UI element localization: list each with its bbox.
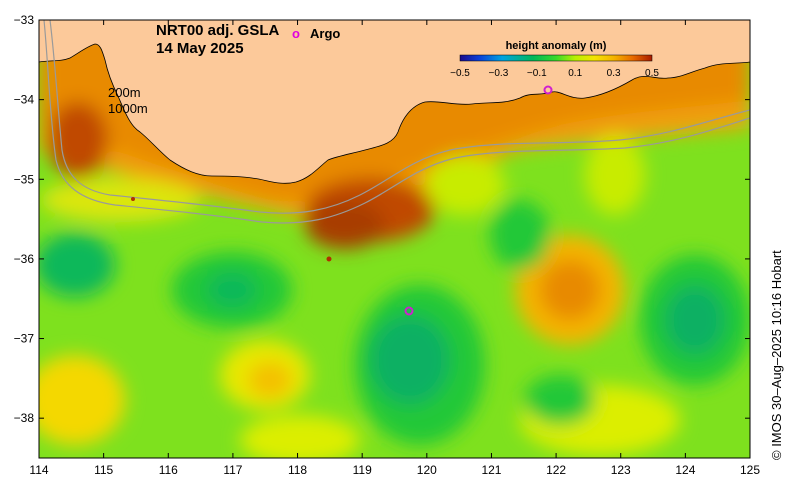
- colorbar-tick-label: −0.3: [489, 68, 509, 79]
- colorbar: height anomaly (m) −0.5 −0.3 −0.1 0.1 0.3 0.5: [450, 40, 659, 79]
- x-tick-label: 121: [481, 463, 501, 477]
- x-tick-label: 115: [94, 463, 113, 477]
- colorbar-label: height anomaly (m): [506, 40, 607, 52]
- x-tick-label: 123: [611, 463, 631, 477]
- y-tick-label: −33: [14, 13, 35, 27]
- plot-frame: [38, 19, 751, 459]
- x-axis: 114 115 116 117 118 119 120 121 122 123 124 125: [29, 20, 760, 477]
- credit-text: © IMOS 30–Aug–2025 10:16 Hobart: [769, 250, 784, 460]
- y-tick-label: −34: [14, 93, 35, 107]
- x-tick-label: 120: [417, 463, 437, 477]
- observation-points: [131, 197, 332, 262]
- x-tick-label: 122: [546, 463, 566, 477]
- y-axis: −33 −34 −35 −36 −37 −38: [14, 13, 750, 425]
- y-tick-label: −36: [14, 252, 35, 266]
- x-tick-label: 114: [29, 463, 48, 477]
- x-tick-label: 124: [675, 463, 695, 477]
- isobath-label-200m: 200m: [108, 85, 141, 100]
- colorbar-tick-label: 0.1: [568, 68, 582, 79]
- colorbar-tick-label: −0.1: [527, 68, 547, 79]
- argo-float: [543, 85, 553, 95]
- colorbar-tick-label: 0.3: [607, 68, 621, 79]
- x-tick-label: 116: [159, 463, 178, 477]
- sea-surface-field: [39, 20, 750, 458]
- x-tick-label: 125: [740, 463, 760, 477]
- isobath-lines: [43, 20, 750, 224]
- y-tick-label: −35: [14, 172, 35, 186]
- x-tick-label: 118: [288, 463, 307, 477]
- y-tick-label: −37: [14, 332, 35, 346]
- map-date: 14 May 2025: [156, 40, 244, 57]
- argo-legend-label: Argo: [310, 26, 340, 41]
- colorbar-tick-label: 0.5: [645, 68, 659, 79]
- colorbar-tick-label: −0.5: [450, 68, 470, 79]
- x-tick-label: 119: [353, 463, 372, 477]
- argo-floats: [404, 85, 553, 316]
- argo-float: [404, 306, 414, 316]
- isobath-label-1000m: 1000m: [108, 101, 148, 116]
- argo-legend-marker: o: [292, 26, 300, 41]
- map-title: NRT00 adj. GSLA: [156, 22, 280, 39]
- y-tick-label: −38: [14, 411, 35, 425]
- colorbar-gradient: [459, 54, 653, 62]
- x-tick-label: 117: [223, 463, 242, 477]
